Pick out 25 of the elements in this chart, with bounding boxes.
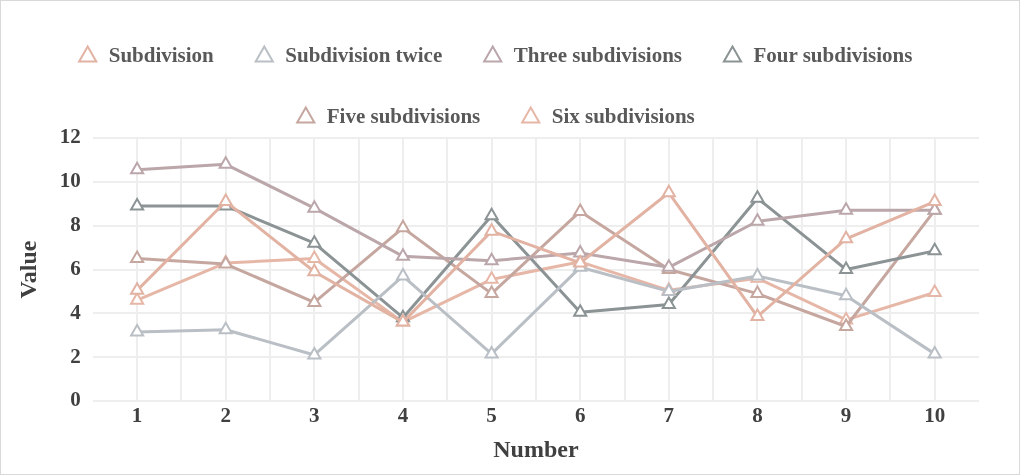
x-tick-label: 8 bbox=[752, 403, 763, 428]
y-tick-label: 8 bbox=[70, 212, 81, 237]
x-tick-label: 6 bbox=[574, 403, 586, 428]
legend-label: Six subdivisions bbox=[551, 103, 695, 128]
legend-label: Subdivision bbox=[108, 42, 215, 67]
y-tick-label: 2 bbox=[70, 343, 81, 368]
y-tick-label: 6 bbox=[70, 255, 81, 280]
legend-label: Five subdivisions bbox=[326, 103, 481, 128]
x-tick-label: 4 bbox=[397, 403, 409, 428]
y-axis-title: Value bbox=[14, 240, 41, 299]
y-tick-label: 12 bbox=[59, 124, 81, 149]
x-tick-label: 2 bbox=[220, 403, 231, 428]
x-tick-label: 10 bbox=[924, 403, 946, 428]
x-tick-label: 7 bbox=[663, 403, 675, 428]
x-axis-title: Number bbox=[493, 435, 579, 462]
x-tick-label: 5 bbox=[486, 403, 497, 428]
x-tick-label: 9 bbox=[840, 403, 852, 428]
y-tick-label: 0 bbox=[70, 387, 81, 412]
y-tick-label: 10 bbox=[59, 168, 81, 193]
y-tick-label: 4 bbox=[70, 299, 82, 324]
legend-label: Four subdivisions bbox=[753, 42, 913, 67]
legend-label: Three subdivisions bbox=[513, 42, 682, 67]
x-tick-label: 3 bbox=[309, 403, 320, 428]
x-tick-label: 1 bbox=[131, 403, 143, 428]
legend-label: Subdivision twice bbox=[285, 42, 443, 67]
